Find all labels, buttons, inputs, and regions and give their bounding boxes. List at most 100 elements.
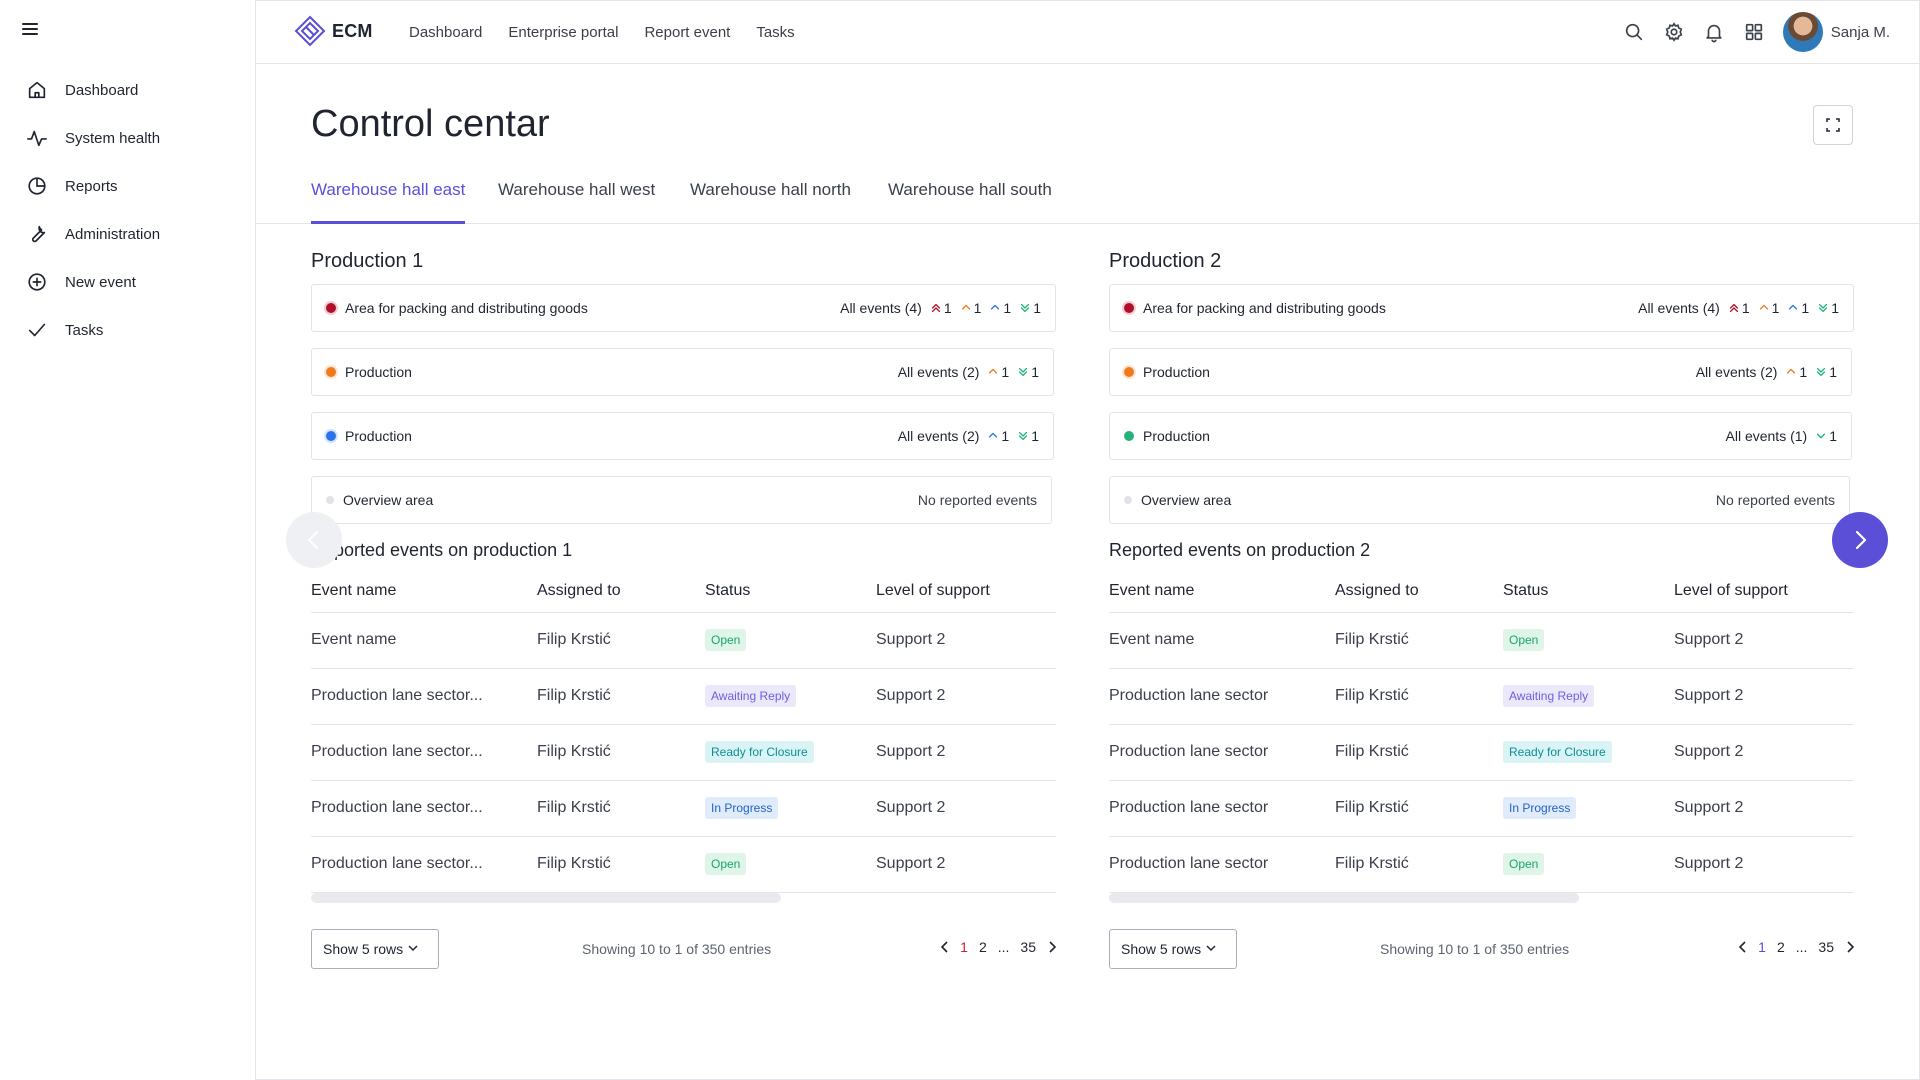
assigned-cell: Filip Krstić xyxy=(1335,724,1503,781)
table-row[interactable]: Production lane sector... Filip Krstić A… xyxy=(311,668,1056,725)
column-header[interactable]: Level of support xyxy=(1674,570,1854,613)
table-row[interactable]: Production lane sector Filip Krstić Open… xyxy=(1109,836,1854,893)
sidebar-item-label: New event xyxy=(65,273,136,291)
area-card[interactable]: Area for packing and distributing goods … xyxy=(1109,284,1854,332)
column-header[interactable]: Event name xyxy=(311,570,537,613)
table-row[interactable]: Event name Filip Krstić Open Support 2 xyxy=(1109,612,1854,669)
area-card[interactable]: Production All events (2) 1 1 xyxy=(1109,348,1852,396)
column-header[interactable]: Assigned to xyxy=(537,570,705,613)
sidebar-item-label: Administration xyxy=(65,225,161,243)
page-link[interactable]: 35 xyxy=(1818,938,1834,955)
event-count-value: 1 xyxy=(1831,300,1839,316)
table-row[interactable]: Production lane sector... Filip Krstić R… xyxy=(311,724,1056,781)
chevron-left-icon[interactable] xyxy=(941,940,949,953)
area-card[interactable]: Production All events (1) 1 xyxy=(1109,412,1852,460)
page-link[interactable]: 2 xyxy=(1776,938,1785,955)
rows-per-page-select[interactable]: Show 5 rows xyxy=(1109,928,1237,969)
area-summary: No reported events xyxy=(917,492,1037,508)
rows-per-page-select[interactable]: Show 5 rows xyxy=(311,928,439,969)
event-count-high: 1 xyxy=(1758,300,1779,316)
tab-warehouse-hall-south[interactable]: Warehouse hall south xyxy=(888,180,1052,199)
table-row[interactable]: Production lane sector... Filip Krstić O… xyxy=(311,836,1056,893)
table-row[interactable]: Production lane sector... Filip Krstić I… xyxy=(311,780,1056,837)
menu-icon[interactable] xyxy=(22,20,42,38)
sidebar-nav: Dashboard System health Reports Administ… xyxy=(0,66,256,354)
chevron-up-icon xyxy=(989,432,998,438)
sidebar-item-reports[interactable]: Reports xyxy=(0,162,256,210)
horizontal-scrollbar[interactable] xyxy=(1109,892,1579,903)
chevron-right-icon[interactable] xyxy=(1846,940,1854,953)
table-row[interactable]: Production lane sector Filip Krstić In P… xyxy=(1109,780,1854,837)
entries-summary: Showing 10 to 1 of 350 entries xyxy=(1380,940,1570,957)
sidebar-item-new-event[interactable]: New event xyxy=(0,258,256,306)
status-cell: In Progress xyxy=(1503,780,1674,837)
table-row[interactable]: Production lane sector Filip Krstić Read… xyxy=(1109,724,1854,781)
sidebar-item-label: Reports xyxy=(65,177,118,195)
area-card[interactable]: Overview area No reported events xyxy=(1109,476,1850,524)
area-card[interactable]: Area for packing and distributing goods … xyxy=(311,284,1056,332)
event-name-cell: Production lane sector... xyxy=(311,724,537,781)
topnav-enterprise-portal[interactable]: Enterprise portal xyxy=(508,23,619,41)
double-chevron-down-icon xyxy=(1819,303,1828,313)
table-row[interactable]: Event name Filip Krstić Open Support 2 xyxy=(311,612,1056,669)
event-name-cell: Event name xyxy=(311,612,537,669)
apps-grid-icon[interactable] xyxy=(1743,21,1765,43)
topnav-tasks[interactable]: Tasks xyxy=(756,23,795,41)
avatar[interactable] xyxy=(1782,12,1823,52)
home-icon xyxy=(28,81,46,99)
area-card[interactable]: Production All events (2) 1 1 xyxy=(311,412,1054,460)
gear-icon[interactable] xyxy=(1663,21,1685,43)
page-link[interactable]: 2 xyxy=(978,938,987,955)
area-name: Overview area xyxy=(343,492,434,508)
table-row[interactable]: Production lane sector Filip Krstić Awai… xyxy=(1109,668,1854,725)
search-icon[interactable] xyxy=(1623,21,1645,43)
status-dot xyxy=(326,303,336,313)
status-dot xyxy=(1124,496,1132,504)
area-name: Overview area xyxy=(1141,492,1232,508)
sidebar-item-tasks[interactable]: Tasks xyxy=(0,306,256,354)
carousel-prev-button[interactable] xyxy=(286,512,342,568)
column-header[interactable]: Status xyxy=(705,570,876,613)
fullscreen-button[interactable] xyxy=(1813,105,1853,145)
status-cell: Awaiting Reply xyxy=(705,668,876,725)
table-header-row: Event name Assigned to Status Level of supp… xyxy=(1109,570,1854,613)
user-name[interactable]: Sanja M. xyxy=(1830,23,1890,41)
topnav-report-event[interactable]: Report event xyxy=(644,23,731,41)
sidebar-item-dashboard[interactable]: Dashboard xyxy=(0,66,256,114)
double-chevron-up-icon xyxy=(931,303,940,313)
page-link[interactable]: 1 xyxy=(960,938,968,955)
status-cell: Open xyxy=(705,612,876,669)
area-card[interactable]: Overview area No reported events xyxy=(311,476,1052,524)
event-count-value: 1 xyxy=(1001,428,1010,444)
chevron-left-icon[interactable] xyxy=(1739,940,1747,953)
sidebar-item-administration[interactable]: Administration xyxy=(0,210,256,258)
status-dot xyxy=(1124,367,1134,377)
column-header[interactable]: Event name xyxy=(1109,570,1335,613)
assigned-cell: Filip Krstić xyxy=(1335,668,1503,725)
area-summary: All events (2) xyxy=(1695,364,1778,380)
horizontal-scrollbar[interactable] xyxy=(311,892,781,903)
logo[interactable]: ECM xyxy=(294,15,373,47)
chevron-right-icon[interactable] xyxy=(1048,940,1056,953)
topnav-dashboard[interactable]: Dashboard xyxy=(409,23,483,41)
event-count-value: 1 xyxy=(1799,364,1808,380)
page-link[interactable]: 1 xyxy=(1758,938,1766,955)
chevron-down-icon xyxy=(1817,433,1826,439)
event-name-cell: Production lane sector xyxy=(1109,668,1335,725)
tab-warehouse-hall-west[interactable]: Warehouse hall west xyxy=(498,180,656,199)
production-panel: Production 2 Area for packing and distri… xyxy=(1109,250,1854,969)
event-name-cell: Production lane sector... xyxy=(311,668,537,725)
page-link[interactable]: 35 xyxy=(1020,938,1036,955)
column-header[interactable]: Status xyxy=(1503,570,1674,613)
assigned-cell: Filip Krstić xyxy=(1335,612,1503,669)
area-card[interactable]: Production All events (2) 1 1 xyxy=(311,348,1054,396)
tab-warehouse-hall-north[interactable]: Warehouse hall north xyxy=(690,180,851,199)
sidebar-item-system-health[interactable]: System health xyxy=(0,114,256,162)
bell-icon[interactable] xyxy=(1703,21,1725,43)
tab-warehouse-hall-east[interactable]: Warehouse hall east xyxy=(311,180,466,224)
area-events: No reported events xyxy=(918,492,1037,508)
carousel-next-button[interactable] xyxy=(1832,512,1888,568)
column-header[interactable]: Assigned to xyxy=(1335,570,1503,613)
event-count-value: 1 xyxy=(1829,428,1837,444)
column-header[interactable]: Level of support xyxy=(876,570,1056,613)
